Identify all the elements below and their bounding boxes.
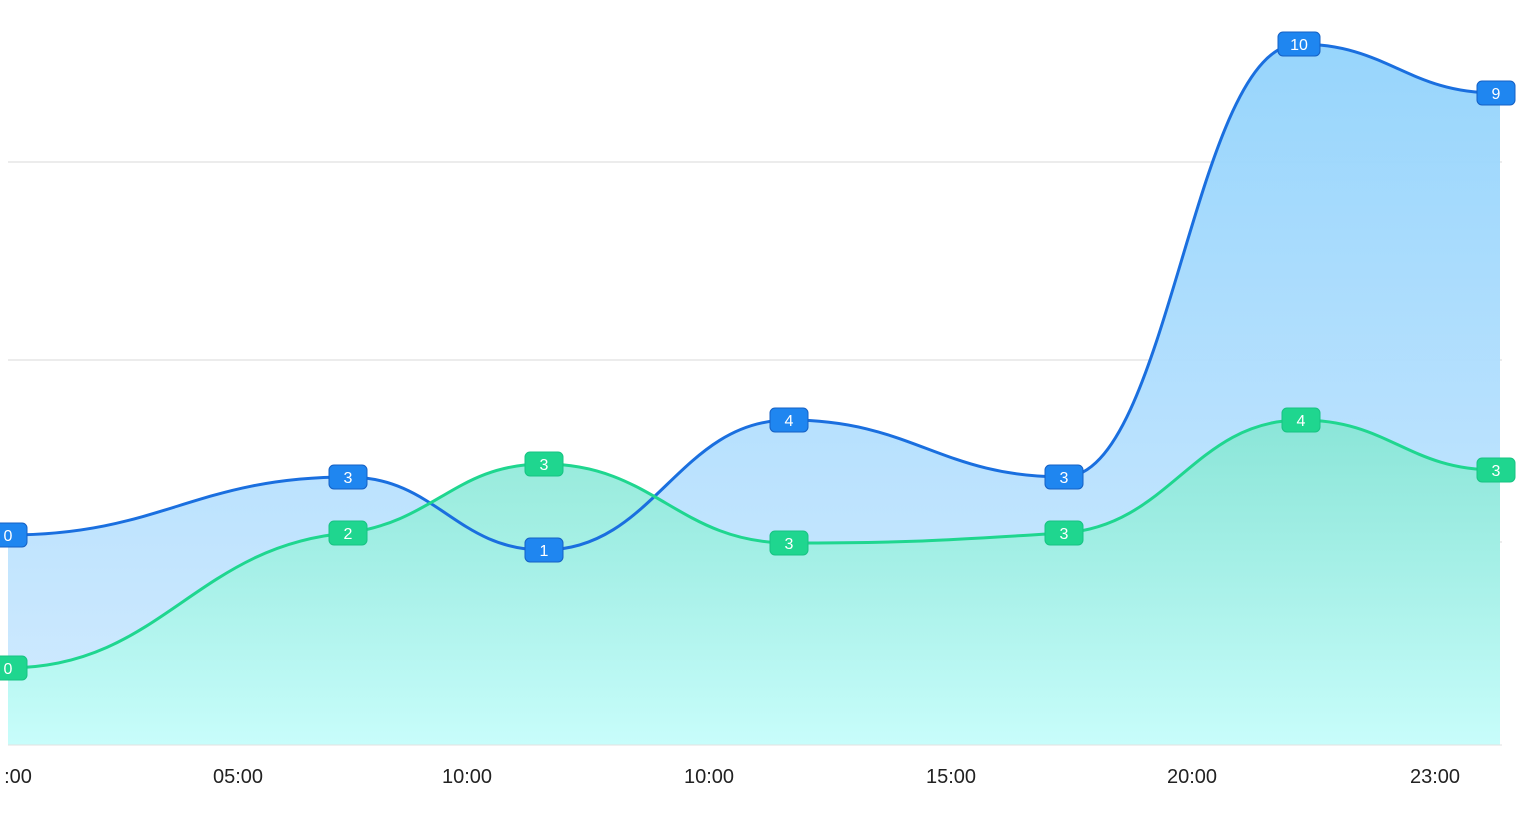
series-2-point-label: 3 xyxy=(1044,520,1084,546)
x-axis-ticks: :00 05:00 10:00 10:00 15:00 20:00 23:00 xyxy=(4,766,1460,788)
series-1-point-label: 9 xyxy=(1476,80,1516,106)
data-label-value: 3 xyxy=(1060,526,1069,543)
data-label-value: 3 xyxy=(785,536,794,553)
data-label-value: 4 xyxy=(1297,413,1306,430)
data-label-value: 3 xyxy=(540,457,549,474)
data-label-value: 10 xyxy=(1290,37,1308,54)
data-label-badge xyxy=(0,522,28,548)
data-label-value: 1 xyxy=(540,543,549,560)
data-label-badge xyxy=(328,520,368,546)
data-label-value: 9 xyxy=(1492,86,1501,103)
data-label-value: 3 xyxy=(1060,470,1069,487)
data-label-badge xyxy=(1281,407,1321,433)
x-tick-label: 15:00 xyxy=(926,766,976,788)
x-tick-label: 10:00 xyxy=(684,766,734,788)
data-label-value: 3 xyxy=(344,470,353,487)
data-label-badge xyxy=(769,407,809,433)
series-2-point-label: 2 xyxy=(328,520,368,546)
series-1-point-label: 1 xyxy=(524,537,564,563)
data-label-value: 0 xyxy=(4,528,13,545)
series-2-point-label: 0 xyxy=(0,655,28,681)
data-label-badge xyxy=(1044,464,1084,490)
data-label-value: 4 xyxy=(785,413,794,430)
x-tick-label: :00 xyxy=(4,766,32,788)
series-1-point-label: 4 xyxy=(769,407,809,433)
x-tick-label: 05:00 xyxy=(213,766,263,788)
series-2-point-label: 3 xyxy=(524,451,564,477)
data-label-badge xyxy=(328,464,368,490)
data-label-badge xyxy=(0,655,28,681)
series-2-point-label: 3 xyxy=(1476,457,1516,483)
data-label-badge xyxy=(1277,31,1321,57)
data-label-value: 3 xyxy=(1492,463,1501,480)
data-label-badge xyxy=(769,530,809,556)
data-label-value: 0 xyxy=(4,661,13,678)
x-tick-label: 20:00 xyxy=(1167,766,1217,788)
data-label-badge xyxy=(1044,520,1084,546)
data-labels: 0 3 1 4 3 10 9 0 2 3 3 3 4 3 xyxy=(0,31,1516,681)
data-label-badge xyxy=(1476,457,1516,483)
series-1-point-label: 0 xyxy=(0,522,28,548)
data-label-badge xyxy=(1476,80,1516,106)
x-tick-label: 10:00 xyxy=(442,766,492,788)
series-2-point-label: 3 xyxy=(769,530,809,556)
series-areas xyxy=(8,44,1500,745)
data-label-badge xyxy=(524,451,564,477)
data-label-value: 2 xyxy=(344,526,353,543)
series-2-area xyxy=(8,420,1500,745)
series-1-point-label: 10 xyxy=(1277,31,1321,57)
series-1-point-label: 3 xyxy=(328,464,368,490)
x-tick-label: 23:00 xyxy=(1410,766,1460,788)
data-label-badge xyxy=(524,537,564,563)
series-2-point-label: 4 xyxy=(1281,407,1321,433)
series-1-point-label: 3 xyxy=(1044,464,1084,490)
